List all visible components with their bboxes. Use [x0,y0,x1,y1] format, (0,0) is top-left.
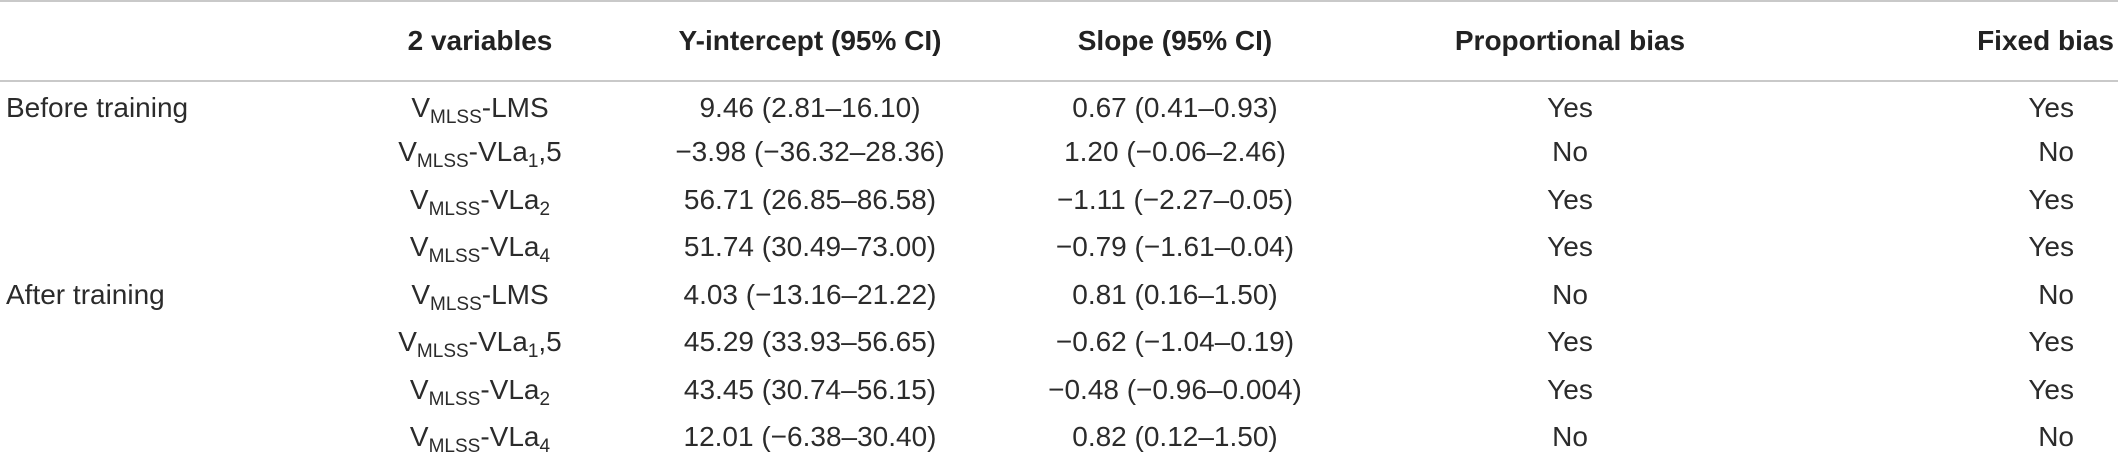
variable-base: V [409,231,429,263]
table-row: VMLSS-VLa1,5 −3.98 (−36.32–28.36) 1.20 (−0… [0,129,2118,177]
comparator-subscript: 2 [539,388,551,410]
row-group-label: Before training [6,92,189,124]
variable-base: V [409,421,429,453]
table-header: 2 variables Y-intercept (95% CI) Slope (… [0,0,2118,82]
row-group-label [0,224,320,272]
variable-subscript: MLSS [430,293,482,315]
variable-comparator: -LMS [481,92,549,124]
header-variables: 2 variables [320,0,640,82]
table-row: VMLSS-VLa2 43.45 (30.74–56.15) −0.48 (−0.9… [0,366,2118,414]
intercept-cell: 43.45 (30.74–56.15) [683,373,937,405]
variable-pair: VMLSS-VLa4 [320,414,640,462]
slope-cell: −0.48 (−0.96–0.004) [1048,373,1302,405]
variable-comparator: -VLa [480,231,540,263]
variable-base: V [411,92,431,124]
proportional-bias-cell: Yes [1547,183,1593,215]
row-group-label [0,129,320,177]
header-proportional-bias: Proportional bias [1370,0,1770,82]
proportional-bias-cell: Yes [1547,326,1593,358]
fixed-bias-cell: No [2038,421,2074,453]
table-row: VMLSS-VLa4 51.74 (30.49–73.00) −0.79 (−1.6… [0,224,2118,272]
intercept-cell: 45.29 (33.93–56.65) [683,326,937,358]
header-slope: Slope (95% CI) [980,0,1370,82]
proportional-bias-cell: No [1552,136,1588,168]
header-row: 2 variables Y-intercept (95% CI) Slope (… [0,0,2118,82]
proportional-bias-cell: Yes [1547,231,1593,263]
row-group-label [0,176,320,224]
variable-subscript: MLSS [428,388,481,410]
proportional-bias-cell: No [1552,278,1588,310]
intercept-cell: 9.46 (2.81–16.10) [699,92,921,124]
variable-pair: VMLSS-VLa2 [320,176,640,224]
variable-base: V [409,183,429,215]
row-group-label [0,366,320,414]
variable-pair: VMLSS-VLa2 [320,366,640,414]
row-group-label: After training [6,278,165,310]
fixed-bias-cell: No [2038,136,2074,168]
variable-subscript: MLSS [416,341,469,363]
variable-base: V [411,278,431,310]
row-group-label [0,319,320,367]
intercept-cell: 51.74 (30.49–73.00) [683,231,937,263]
variable-base: V [398,326,417,358]
fixed-bias-cell: Yes [2028,373,2074,405]
fixed-bias-cell: Yes [2028,326,2074,358]
variable-base: V [398,136,417,168]
table-row: VMLSS-VLa4 12.01 (−6.38–30.40) 0.82 (0.12–… [0,414,2118,462]
variable-comparator: -VLa [480,421,540,453]
slope-cell: 1.20 (−0.06–2.46) [1064,136,1286,168]
variable-comparator: -LMS [481,278,549,310]
variable-comparator: -VLa [480,373,540,405]
proportional-bias-cell: Yes [1547,92,1593,124]
row-group-label [0,414,320,462]
variable-subscript: MLSS [428,246,481,268]
comparator-suffix: ,5 [538,326,562,358]
slope-cell: 0.81 (0.16–1.50) [1072,278,1278,310]
header-intercept: Y-intercept (95% CI) [640,0,980,82]
comparator-subscript: 2 [539,198,551,220]
comparator-subscript: 1 [527,151,539,173]
variable-subscript: MLSS [428,436,481,458]
intercept-cell: 56.71 (26.85–86.58) [683,183,937,215]
comparator-subscript: 4 [539,436,551,458]
variable-subscript: MLSS [428,198,481,220]
variable-base: V [409,373,429,405]
slope-cell: −1.11 (−2.27–0.05) [1056,183,1294,215]
variable-pair: VMLSS-LMS [320,81,640,129]
table-row: VMLSS-VLa1,5 45.29 (33.93–56.65) −0.62 (−1… [0,319,2118,367]
slope-cell: 0.67 (0.41–0.93) [1072,92,1278,124]
comparator-subscript: 4 [539,246,551,268]
slope-cell: 0.82 (0.12–1.50) [1072,421,1278,453]
variable-pair: VMLSS-VLa4 [320,224,640,272]
intercept-cell: 4.03 (−13.16–21.22) [683,278,937,310]
variable-comparator: -VLa [480,183,540,215]
fixed-bias-cell: Yes [2028,183,2074,215]
fixed-bias-cell: Yes [2028,92,2074,124]
variable-comparator: -VLa [468,136,528,168]
header-fixed-bias: Fixed bias [1770,0,2118,82]
proportional-bias-cell: No [1552,421,1588,453]
variable-subscript: MLSS [430,107,482,129]
header-group [0,0,320,82]
variable-pair: VMLSS-VLa1,5 [320,319,640,367]
intercept-cell: 12.01 (−6.38–30.40) [683,421,937,453]
comparator-suffix: ,5 [538,136,562,168]
variable-comparator: -VLa [468,326,528,358]
slope-cell: −0.62 (−1.04–0.19) [1055,326,1295,358]
variable-pair: VMLSS-VLa1,5 [320,129,640,177]
proportional-bias-cell: Yes [1547,373,1593,405]
table-row: After training VMLSS-LMS 4.03 (−13.16–21.2… [0,271,2118,319]
intercept-cell: −3.98 (−36.32–28.36) [675,136,945,168]
slope-cell: −0.79 (−1.61–0.04) [1055,231,1295,263]
table-row: Before training VMLSS-LMS 9.46 (2.81–16.10… [0,81,2118,129]
variable-subscript: MLSS [416,151,469,173]
fixed-bias-cell: No [2038,278,2074,310]
variable-pair: VMLSS-LMS [320,271,640,319]
table-body: Before training VMLSS-LMS 9.46 (2.81–16.10… [0,81,2118,461]
table-row: VMLSS-VLa2 56.71 (26.85–86.58) −1.11 (−2.2… [0,176,2118,224]
comparator-subscript: 1 [527,341,539,363]
fixed-bias-cell: Yes [2028,231,2074,263]
